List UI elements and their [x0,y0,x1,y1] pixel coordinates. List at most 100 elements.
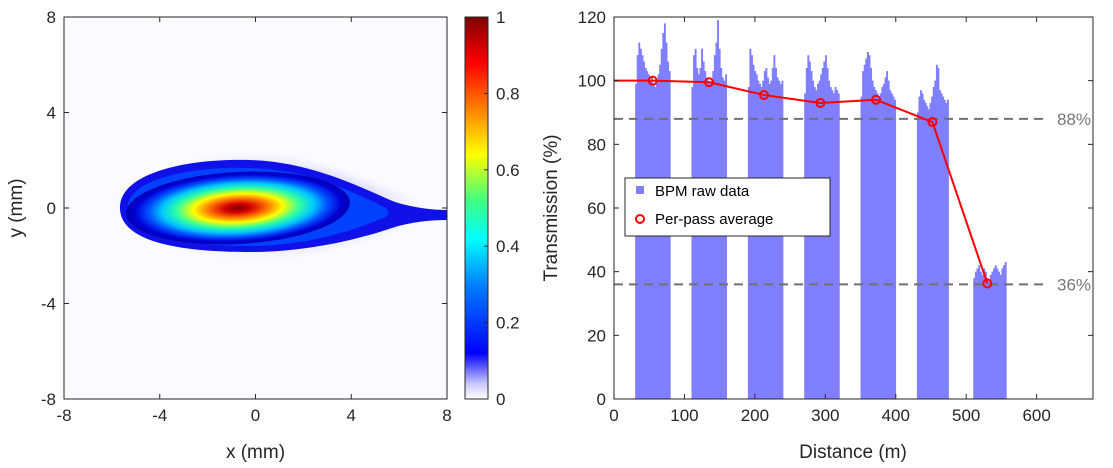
bpm-bar [947,99,949,400]
bpm-bar [691,87,694,400]
beam-core [126,171,350,245]
bpm-bar [868,55,871,399]
bpm-bar [778,80,781,400]
bpm-bar [657,74,660,400]
colorbar: 0 0.2 0.4 0.6 0.8 1 [464,8,520,409]
colorbar-tick-label: 0.4 [496,237,520,256]
bpm-bar [929,102,932,399]
bpm-bar [652,83,655,399]
bpm-bar [984,271,987,399]
bpm-bar [981,274,984,399]
bpm-bar [828,80,831,400]
transmission-y-ticks: 0 20 40 60 80 100 120 [578,8,1093,409]
bpm-bar [837,93,840,400]
bpm-bar [945,102,948,399]
average-point [647,75,658,86]
bpm-bar [979,271,982,399]
bpm-bar [834,87,837,400]
bpm-bar [1003,265,1006,399]
bpm-bar [759,83,761,399]
transmission-y-axis-label: Transmission (%) [541,134,562,281]
heatmap-x-tick-label: 0 [251,406,260,425]
bpm-bar [881,87,884,400]
bpm-bar [836,90,839,399]
transmission-x-tick-label: 400 [882,406,910,425]
bpm-bar [815,90,818,399]
bpm-bar [705,77,708,399]
bpm-bar [1001,268,1004,399]
transmission-y-tick-label: 120 [578,8,606,27]
per-pass-average-series [614,75,993,289]
bpm-bar [924,102,927,399]
bpm-bar [921,93,924,400]
bpm-bar [871,80,874,400]
colorbar-tick-label: 0.6 [496,161,520,180]
bpm-bar [723,80,726,400]
reference-lines: 88% 36% [614,110,1091,294]
colorbar-tick-label: 0.8 [496,84,520,103]
bpm-bar [923,99,926,400]
bpm-bar [939,90,941,399]
legend-marker-swatch [635,214,645,224]
bpm-bar [651,77,654,399]
transmission-x-ticks: 0 100 200 300 400 500 600 [609,17,1051,425]
average-point [871,94,882,105]
bpm-bar [942,96,945,399]
bpm-bar [697,74,700,400]
bpm-bar [762,80,765,400]
transmission-x-tick-label: 500 [952,406,980,425]
bpm-bar [755,74,758,400]
bpm-bar [994,265,997,399]
colorbar-tick-label: 1 [496,8,505,27]
legend-bar-swatch [636,186,644,194]
bpm-bar [988,281,991,399]
bpm-bar [781,80,784,400]
bpm-bar [873,87,876,400]
heatmap-panel: -8 -4 0 4 8 -8 -4 0 4 8 x (mm) y (mm) [6,8,452,463]
bpm-bar [1004,262,1007,399]
bpm-bar [865,58,868,400]
bpm-bar [937,67,940,399]
bpm-bar [874,90,877,399]
bpm-bar [767,77,769,399]
bpm-bar [926,106,929,399]
bpm-bar [707,80,710,400]
heatmap-x-tick-label: -8 [56,406,71,425]
transmission-y-tick-label: 100 [578,72,606,91]
bpm-bar [779,83,782,399]
average-point [982,278,993,289]
bpm-bar [866,52,869,400]
bpm-bar [993,268,996,399]
bpm-bar [768,83,771,399]
transmission-y-tick-label: 80 [587,135,606,154]
bpm-bar [978,265,981,399]
bpm-bar [870,67,873,399]
bpm-bar [776,77,779,399]
bpm-bar [860,96,863,399]
bpm-bar [647,74,650,400]
legend-entry-bpm: BPM raw data [655,183,750,200]
heatmap-y-tick-label: -8 [41,390,56,409]
heatmap-y-tick-label: -4 [41,295,56,314]
bpm-bar [934,80,937,400]
bpm-bar [931,96,934,399]
transmission-x-axis-label: Distance (m) [799,442,907,463]
bpm-bar [986,278,989,399]
bpm-bar [876,93,879,400]
bpm-bar [833,93,835,400]
bpm-bar [943,99,946,400]
transmission-panel: 88% 36% 0 100 200 300 400 500 600 0 20 40 60 80 100 1… [541,8,1094,463]
bpm-bar [879,93,882,400]
transmission-y-tick-label: 60 [587,199,606,218]
bpm-bar [760,87,763,400]
heatmap-x-axis-label: x (mm) [226,442,285,463]
heatmap-x-ticks: -8 -4 0 4 8 [56,17,452,425]
bpm-bar [710,80,713,400]
bpm-bar [804,93,807,400]
average-point [927,117,938,128]
average-point [759,89,770,100]
bpm-bar [818,80,821,400]
legend-box [624,177,831,237]
average-line [614,79,989,284]
reference-line-label: 36% [1057,275,1091,294]
